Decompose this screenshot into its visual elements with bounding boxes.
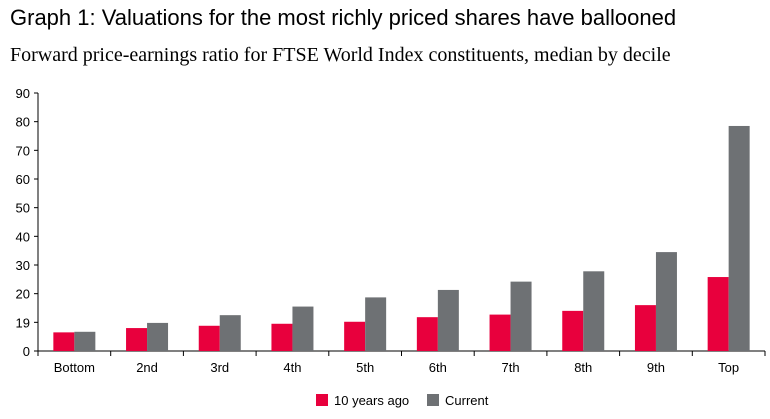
bar-current-5th — [365, 297, 387, 351]
chart-title: Graph 1: Valuations for the most richly … — [10, 5, 677, 30]
bar-10-years-ago-7th — [489, 314, 511, 351]
bar-current-6th — [437, 289, 459, 351]
y-tick-label: 20 — [16, 287, 30, 302]
x-tick-label: 7th — [502, 360, 520, 375]
x-axis: Bottom 2nd 3rd 4th 5th 6th 7th 8th 9th Top — [37, 350, 766, 375]
bar-current-2nd — [147, 322, 169, 351]
bar-current-4th — [292, 306, 314, 351]
x-tick-label: 9th — [647, 360, 665, 375]
bar-10-years-ago-top — [707, 277, 729, 351]
bar-10-years-ago-5th — [344, 321, 366, 351]
bar-current-top — [728, 125, 750, 351]
legend-label: Current — [445, 393, 489, 408]
bar-10-years-ago-2nd — [126, 328, 148, 351]
legend-label: 10 years ago — [334, 393, 409, 408]
x-tick-label: 3rd — [210, 360, 229, 375]
chart-subtitle: Forward price-earnings ratio for FTSE Wo… — [10, 44, 671, 66]
bar-current-9th — [655, 252, 677, 351]
y-tick-label: 90 — [16, 86, 30, 101]
bar-10-years-ago-4th — [271, 323, 293, 351]
x-tick-label: Bottom — [54, 360, 95, 375]
x-tick-label: Top — [718, 360, 739, 375]
x-tick-label: 4th — [283, 360, 301, 375]
legend-swatch — [316, 394, 328, 406]
bar-10-years-ago-8th — [562, 310, 584, 351]
bar-10-years-ago-6th — [416, 317, 438, 351]
y-tick-label: 19 — [16, 315, 30, 330]
bar-current-3rd — [219, 315, 241, 351]
bar-current-bottom — [74, 331, 96, 351]
bars — [53, 125, 750, 351]
x-tick-label: 8th — [574, 360, 592, 375]
x-tick-label: 2nd — [136, 360, 158, 375]
y-tick-label: 50 — [16, 201, 30, 216]
y-tick-label: 40 — [16, 229, 30, 244]
x-tick-label: 6th — [429, 360, 447, 375]
y-tick-label: 60 — [16, 172, 30, 187]
bar-current-7th — [510, 281, 532, 351]
bar-current-8th — [583, 271, 605, 351]
y-axis: 0 19 20 30 40 50 60 70 80 90 — [16, 86, 39, 359]
y-tick-label: 80 — [16, 115, 30, 130]
legend-swatch — [427, 394, 439, 406]
y-tick-label: 70 — [16, 143, 30, 158]
x-tick-label: 5th — [356, 360, 374, 375]
y-tick-label: 30 — [16, 258, 30, 273]
legend: 10 years ago Current — [316, 393, 489, 408]
bar-10-years-ago-bottom — [53, 332, 75, 351]
y-tick-label: 0 — [23, 344, 30, 359]
bar-10-years-ago-3rd — [198, 325, 220, 351]
bar-10-years-ago-9th — [634, 305, 656, 351]
